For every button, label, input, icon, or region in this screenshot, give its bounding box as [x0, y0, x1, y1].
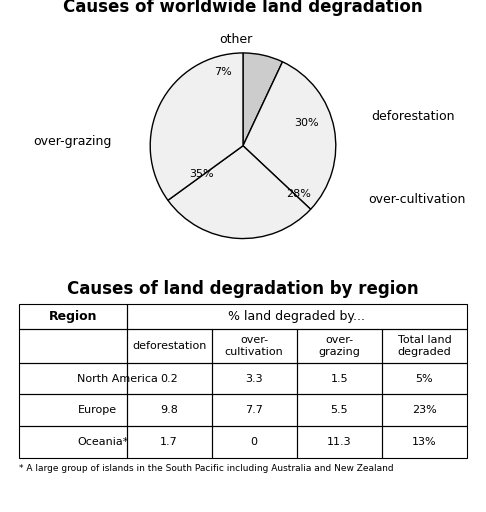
Text: deforestation: deforestation: [132, 341, 206, 351]
Wedge shape: [243, 62, 336, 209]
Bar: [382, 426, 467, 458]
Bar: [211, 394, 297, 426]
Text: 1.5: 1.5: [330, 374, 348, 383]
Text: 3.3: 3.3: [245, 374, 263, 383]
Text: 23%: 23%: [412, 405, 437, 415]
Bar: [126, 394, 211, 426]
Bar: [297, 394, 382, 426]
Text: 1.7: 1.7: [160, 437, 178, 447]
Text: 7.7: 7.7: [245, 405, 263, 415]
Bar: [211, 426, 297, 458]
Text: 13%: 13%: [412, 437, 437, 447]
Bar: [19, 304, 126, 329]
Text: over-
grazing: over- grazing: [318, 335, 360, 357]
Bar: [211, 329, 297, 362]
Bar: [126, 362, 211, 394]
Text: 30%: 30%: [294, 118, 318, 127]
Bar: [19, 329, 126, 362]
Wedge shape: [243, 53, 282, 146]
Bar: [19, 394, 126, 426]
Text: 35%: 35%: [189, 168, 213, 179]
Text: 9.8: 9.8: [160, 405, 178, 415]
Text: Total land
degraded: Total land degraded: [398, 335, 451, 357]
Text: North America: North America: [77, 374, 158, 383]
Text: Oceania*: Oceania*: [77, 437, 129, 447]
Bar: [297, 426, 382, 458]
Text: 0.2: 0.2: [160, 374, 178, 383]
Text: Region: Region: [49, 310, 97, 323]
Text: 28%: 28%: [286, 189, 311, 199]
Bar: [126, 329, 211, 362]
Bar: [211, 362, 297, 394]
Text: % land degraded by...: % land degraded by...: [228, 310, 365, 323]
Text: over-grazing: over-grazing: [33, 135, 111, 147]
Bar: [382, 362, 467, 394]
Text: Europe: Europe: [77, 405, 117, 415]
Title: Causes of worldwide land degradation: Causes of worldwide land degradation: [63, 0, 423, 16]
Bar: [382, 394, 467, 426]
Bar: [297, 362, 382, 394]
Text: 5.5: 5.5: [330, 405, 348, 415]
Text: over-cultivation: over-cultivation: [368, 193, 466, 206]
Text: 11.3: 11.3: [327, 437, 351, 447]
Bar: [297, 329, 382, 362]
Bar: [19, 362, 126, 394]
Wedge shape: [150, 53, 243, 200]
Bar: [382, 329, 467, 362]
Text: deforestation: deforestation: [371, 110, 454, 122]
Text: over-
cultivation: over- cultivation: [225, 335, 283, 357]
Text: 7%: 7%: [214, 67, 231, 76]
Wedge shape: [168, 146, 311, 239]
Text: 0: 0: [251, 437, 258, 447]
Text: Causes of land degradation by region: Causes of land degradation by region: [67, 280, 419, 298]
Bar: [126, 426, 211, 458]
Text: 5%: 5%: [416, 374, 433, 383]
Bar: [19, 426, 126, 458]
Text: * A large group of islands in the South Pacific including Australia and New Zeal: * A large group of islands in the South …: [19, 464, 394, 473]
Bar: [126, 304, 467, 329]
Text: other: other: [219, 33, 252, 46]
